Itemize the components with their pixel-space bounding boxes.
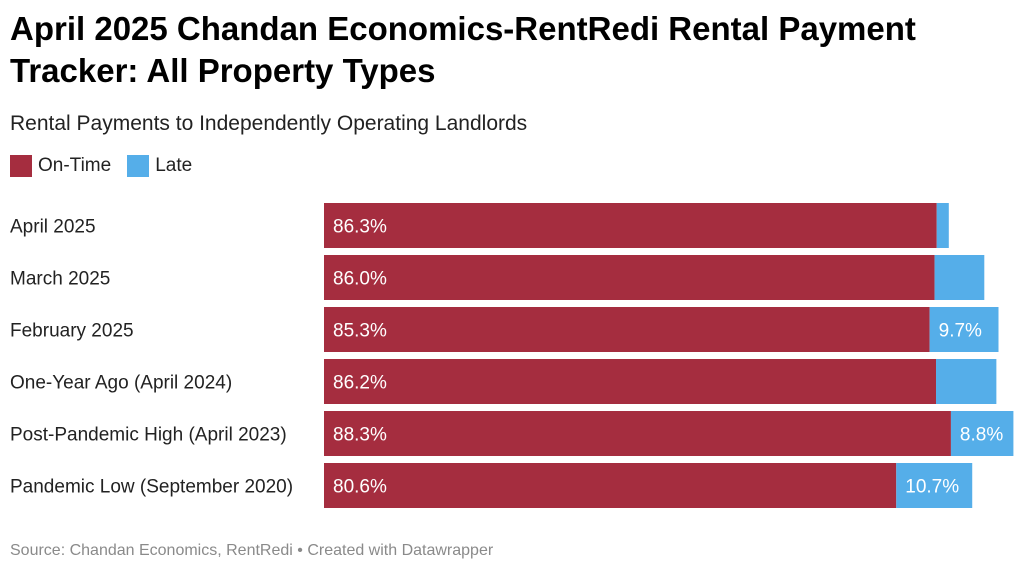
legend-swatch-on-time bbox=[10, 155, 32, 177]
bar-late bbox=[934, 255, 985, 300]
data-label-on-time: 86.0% bbox=[333, 269, 387, 290]
legend-label-late: Late bbox=[155, 155, 193, 176]
legend: On-Time Late bbox=[10, 155, 208, 177]
legend-swatch-late bbox=[127, 155, 150, 177]
data-label-on-time: 88.3% bbox=[333, 425, 387, 446]
bar-on-time bbox=[324, 255, 935, 300]
category-label: Pandemic Low (September 2020) bbox=[10, 477, 293, 498]
category-label: April 2025 bbox=[10, 217, 96, 238]
bar-chart: April 2025 86.3% March 2025 86.0% February 2… bbox=[10, 203, 1014, 508]
bar-late bbox=[950, 411, 1014, 456]
category-label: March 2025 bbox=[10, 269, 110, 290]
data-label-on-time: 86.2% bbox=[333, 373, 387, 394]
chart-subtitle: Rental Payments to Independently Operati… bbox=[10, 112, 528, 135]
legend-item-late: Late bbox=[127, 155, 192, 177]
bar-on-time bbox=[324, 411, 951, 456]
category-label: One-Year Ago (April 2024) bbox=[10, 373, 232, 394]
bar-late bbox=[929, 307, 999, 352]
source-note: Source: Chandan Economics, RentRedi • Cr… bbox=[10, 542, 494, 559]
data-label-on-time: 80.6% bbox=[333, 477, 387, 498]
bar-on-time bbox=[324, 307, 930, 352]
legend-label-on-time: On-Time bbox=[38, 155, 112, 176]
data-label-late: 10.7% bbox=[905, 477, 959, 498]
bar-on-time bbox=[324, 203, 937, 248]
category-label: Post-Pandemic High (April 2023) bbox=[10, 425, 287, 446]
legend-item-on-time: On-Time bbox=[10, 155, 111, 177]
chart-title: April 2025 Chandan Economics-RentRedi Re… bbox=[10, 10, 916, 89]
bar-on-time bbox=[324, 463, 897, 508]
data-label-late: 9.7% bbox=[939, 321, 982, 342]
data-label-on-time: 86.3% bbox=[333, 217, 387, 238]
bar-late bbox=[936, 359, 997, 404]
data-label-on-time: 85.3% bbox=[333, 321, 387, 342]
bar-late bbox=[936, 203, 949, 248]
category-label: February 2025 bbox=[10, 321, 134, 342]
bar-on-time bbox=[324, 359, 937, 404]
data-label-late: 8.8% bbox=[960, 425, 1003, 446]
bar-late bbox=[896, 463, 973, 508]
